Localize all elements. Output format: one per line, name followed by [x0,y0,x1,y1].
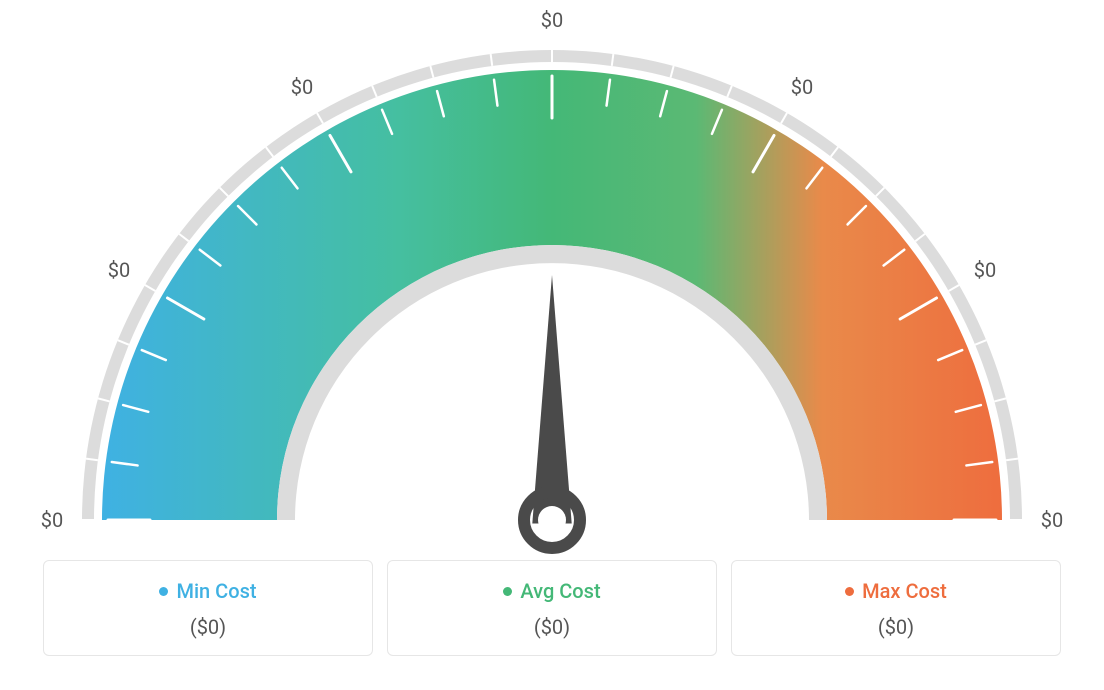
legend-card-avg: Avg Cost ($0) [387,560,717,656]
legend-text-min: Min Cost [176,579,256,603]
legend-value-avg: ($0) [400,615,704,639]
legend-row: Min Cost ($0) Avg Cost ($0) Max Cost ($0… [0,560,1104,656]
legend-value-min: ($0) [56,615,360,639]
legend-label-min: Min Cost [56,579,360,603]
scale-label: $0 [41,508,63,532]
legend-text-max: Max Cost [862,579,947,603]
dot-min [159,587,168,596]
scale-label: $0 [974,258,996,282]
gauge-chart: $0 $0 $0 $0 $0 $0 $0 [0,0,1104,560]
gauge-svg [0,0,1104,560]
scale-label: $0 [541,8,563,32]
dot-max [845,587,854,596]
dot-avg [503,587,512,596]
legend-card-min: Min Cost ($0) [43,560,373,656]
legend-value-max: ($0) [744,615,1048,639]
scale-label: $0 [108,258,130,282]
scale-label: $0 [291,75,313,99]
legend-text-avg: Avg Cost [520,579,600,603]
legend-card-max: Max Cost ($0) [731,560,1061,656]
legend-label-avg: Avg Cost [400,579,704,603]
scale-label: $0 [1041,508,1063,532]
legend-label-max: Max Cost [744,579,1048,603]
scale-label: $0 [791,75,813,99]
